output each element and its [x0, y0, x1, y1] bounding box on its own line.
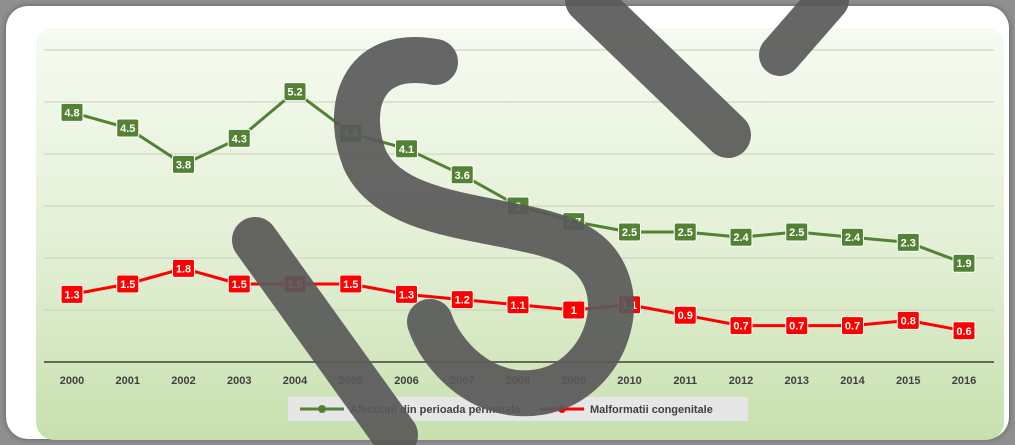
data-label: 2.7	[566, 217, 581, 229]
data-point-marker	[172, 154, 195, 174]
data-label: 4.8	[64, 107, 79, 119]
legend-marker	[558, 405, 566, 413]
x-tick-label: 2008	[506, 375, 530, 387]
x-tick-label: 2011	[673, 375, 697, 387]
data-label: 4.4	[343, 128, 359, 140]
data-label: 1.3	[399, 289, 414, 301]
data-point-marker	[896, 232, 920, 252]
data-point-marker	[116, 118, 140, 138]
x-tick-label: 2006	[394, 375, 418, 387]
data-point-marker	[729, 227, 753, 247]
x-tick-label: 2016	[952, 375, 976, 387]
x-tick-label: 2000	[60, 375, 84, 387]
data-point-marker	[60, 284, 84, 304]
x-tick-label: 2003	[227, 375, 251, 387]
data-label: 1.5	[343, 279, 358, 291]
data-label: 1.3	[64, 289, 79, 301]
data-label: 1.9	[956, 258, 971, 270]
data-label: 2.5	[789, 227, 804, 239]
data-label: 2.5	[622, 227, 637, 239]
data-point-marker	[172, 258, 195, 278]
data-point-marker	[952, 253, 976, 273]
x-tick-label: 2004	[283, 375, 308, 387]
data-label: 4.3	[232, 133, 247, 145]
data-label: 2.5	[678, 227, 693, 239]
data-point-marker	[673, 305, 697, 325]
data-label: 1.5	[232, 279, 247, 291]
data-point-marker	[841, 227, 864, 247]
data-point-marker	[785, 316, 809, 336]
data-point-marker	[896, 310, 920, 330]
legend-label: Afectiuni din perioada perinatala	[350, 404, 521, 416]
x-tick-label: 2010	[617, 375, 641, 387]
data-point-marker	[116, 274, 140, 294]
data-label: 4.5	[120, 123, 135, 135]
x-tick-label: 2015	[896, 375, 920, 387]
series-line	[71, 90, 965, 265]
data-label: 2.4	[733, 232, 749, 244]
x-tick-label: 2014	[840, 375, 865, 387]
x-tick-label: 2005	[339, 375, 363, 387]
data-label: 1.5	[120, 279, 135, 291]
data-point-marker	[227, 128, 251, 148]
data-point-marker	[785, 222, 809, 242]
data-label: 0.8	[901, 315, 916, 327]
data-label: 4.1	[399, 144, 414, 156]
x-tick-label: 2007	[450, 375, 474, 387]
data-point-marker	[60, 102, 84, 122]
data-label: 2.4	[845, 232, 861, 244]
data-label: 1.8	[176, 263, 191, 275]
data-label: 0.7	[789, 321, 804, 333]
data-point-marker	[952, 321, 976, 341]
data-label: 0.6	[956, 326, 971, 338]
data-label: 3	[515, 201, 521, 213]
legend-marker	[318, 405, 326, 413]
x-tick-label: 2012	[729, 375, 753, 387]
data-label: 2.3	[901, 237, 916, 249]
data-label: 3.6	[455, 170, 470, 182]
data-point-marker	[841, 316, 864, 336]
data-point-marker	[283, 82, 307, 102]
legend: Afectiuni din perioada perinatala Malform…	[288, 397, 748, 421]
data-label: 1	[571, 305, 577, 317]
data-label: 3.8	[176, 159, 191, 171]
data-point-marker	[673, 222, 697, 242]
legend-label: Malformatii congenitale	[590, 404, 713, 416]
data-label: 0.9	[678, 310, 693, 322]
x-tick-label: 2009	[562, 375, 586, 387]
data-label: 0.7	[845, 321, 860, 333]
data-label: 1.2	[455, 295, 470, 307]
data-label: 1.5	[287, 279, 302, 291]
data-point-marker	[729, 316, 753, 336]
x-tick-label: 2001	[116, 375, 140, 387]
x-tick-label: 2013	[785, 375, 809, 387]
series-2: 1.3 1.5 1.8 1.5 1.5 1.5 1.3 1.2 1.1 1 1.1 0.9 0.7 0.7…	[60, 258, 976, 341]
x-tick-label: 2002	[171, 375, 195, 387]
series-layer: 4.8 4.5 3.8 4.3 5.2 4.4 4.1 3.6 3 2.7 2.5 2.5 2.4 2.5…	[60, 82, 976, 341]
data-label: 1.1	[510, 300, 525, 312]
data-label: 0.7	[733, 321, 748, 333]
data-label: 5.2	[287, 87, 302, 99]
x-axis: 2000 2001 2002 2003 2004 2005 2006 2007 2008 2009…	[60, 375, 976, 387]
data-label: 1.1	[622, 300, 637, 312]
series-1: 4.8 4.5 3.8 4.3 5.2 4.4 4.1 3.6 3 2.7 2.5 2.5 2.4 2.5…	[60, 82, 976, 273]
